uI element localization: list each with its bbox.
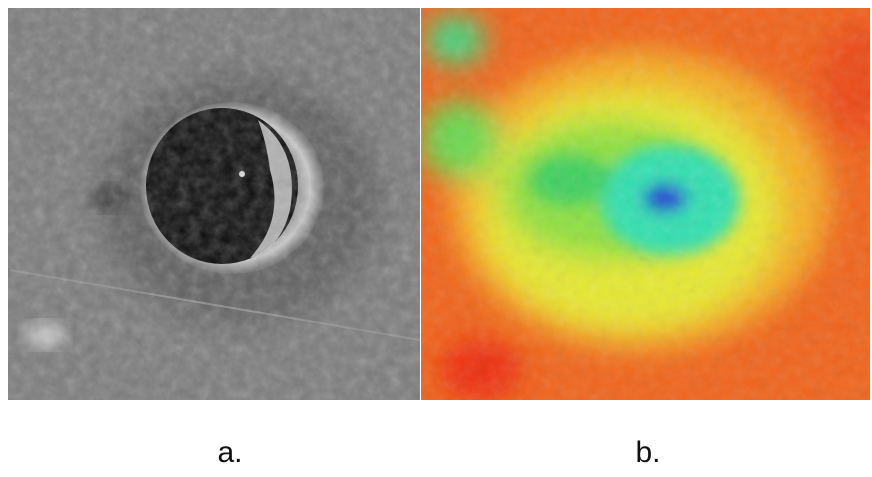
crater-photo	[8, 8, 420, 400]
panel-label: a.	[217, 436, 242, 469]
heat-map	[420, 8, 872, 400]
panel-label: b.	[635, 436, 660, 469]
figure: a. b.	[0, 0, 872, 472]
